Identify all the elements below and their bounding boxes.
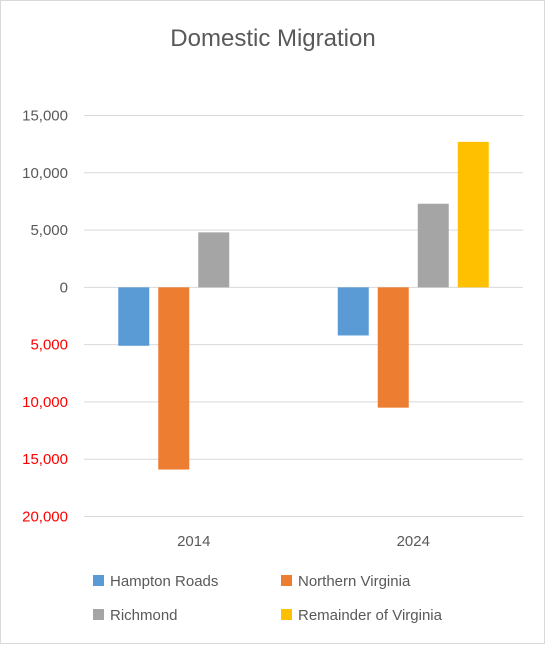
y-axis-tick-labels: 15,000 10,000 5,000 0 5,000 10,000 15,000 20,00… — [22, 108, 68, 526]
gridlines — [84, 115, 523, 517]
chart-title: Domestic Migration — [170, 25, 375, 52]
legend-label: Hampton Roads — [110, 573, 218, 590]
y-tick-label: 0 — [60, 279, 68, 296]
bar-richmond-2014 — [198, 232, 230, 288]
bar-hampton-roads-2014 — [118, 287, 150, 346]
x-tick-label: 2024 — [397, 533, 430, 550]
legend-label: Richmond — [110, 607, 178, 624]
x-tick-label: 2014 — [177, 533, 210, 550]
legend-swatch — [281, 609, 292, 620]
y-tick-label: 5,000 — [30, 337, 68, 354]
legend: Hampton Roads Northern Virginia Richmond Re… — [93, 573, 443, 624]
bar-northern-virginia-2024 — [377, 287, 409, 408]
y-tick-label: 10,000 — [22, 165, 68, 182]
legend-swatch — [281, 575, 292, 586]
legend-swatch — [93, 575, 104, 586]
bar-remainder-of-virginia-2024 — [457, 141, 489, 288]
y-tick-label: 15,000 — [22, 451, 68, 468]
y-tick-label: 15,000 — [22, 108, 68, 125]
legend-swatch — [93, 609, 104, 620]
legend-label: Remainder of Virginia — [298, 607, 443, 624]
bar-hampton-roads-2024 — [337, 287, 369, 336]
y-tick-label: 10,000 — [22, 394, 68, 411]
legend-label: Northern Virginia — [298, 573, 411, 590]
y-tick-label: 5,000 — [30, 222, 68, 239]
bar-richmond-2024 — [417, 203, 449, 288]
x-axis-tick-labels: 2014 2024 — [177, 533, 430, 550]
bars — [118, 141, 489, 470]
bar-northern-virginia-2014 — [158, 287, 190, 470]
y-tick-label: 20,000 — [22, 509, 68, 526]
